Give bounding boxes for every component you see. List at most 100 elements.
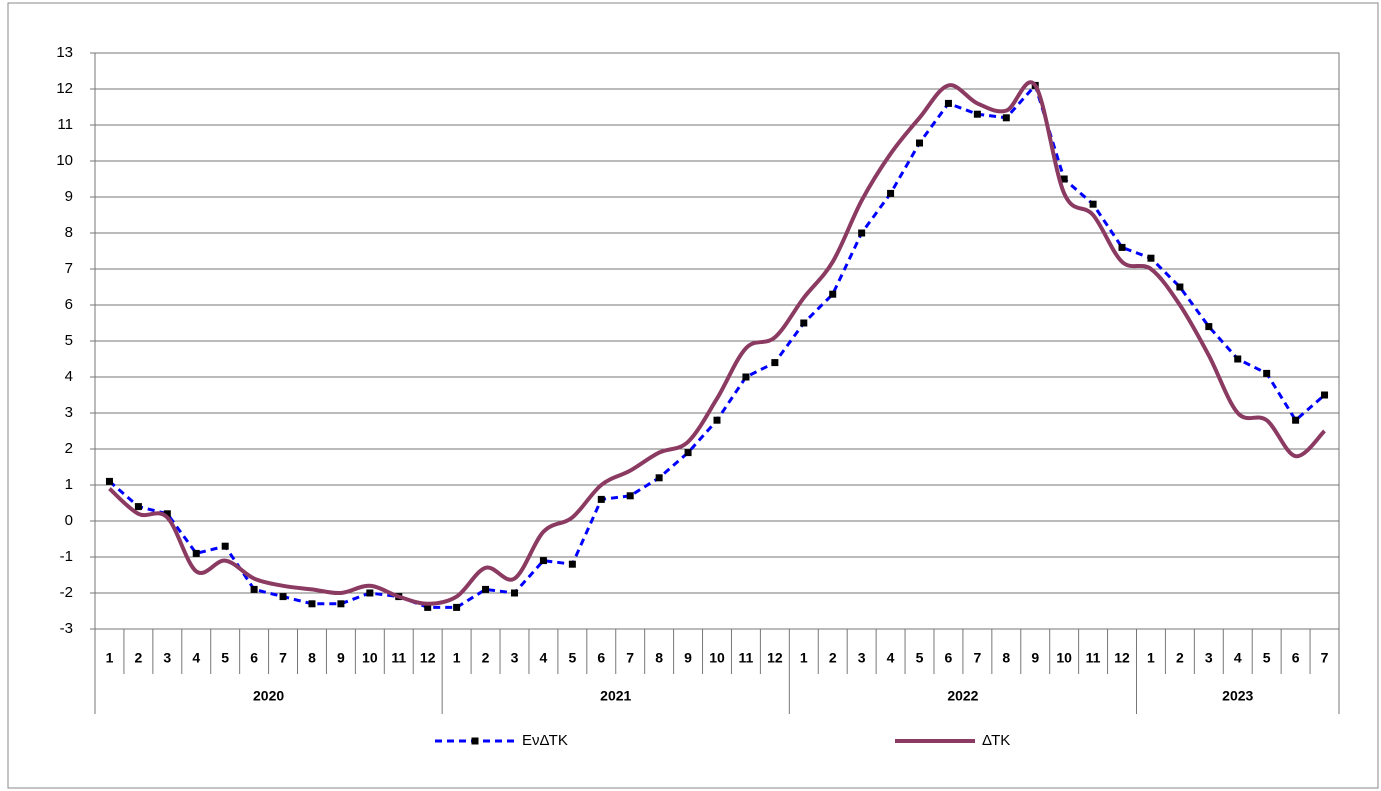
y-tick-label: 2 — [65, 440, 73, 457]
data-point — [453, 603, 461, 611]
data-point — [944, 99, 952, 107]
x-tick-label: 9 — [684, 650, 692, 666]
data-point — [1060, 175, 1068, 183]
data-point — [163, 510, 171, 518]
data-point — [1147, 254, 1155, 262]
x-tick-label: 11 — [391, 650, 406, 666]
data-point — [1089, 200, 1097, 208]
series-line — [108, 80, 1326, 606]
y-tick-label: 1 — [65, 476, 73, 493]
data-point — [250, 585, 258, 593]
data-point — [1321, 391, 1329, 399]
x-tick-label: 10 — [709, 650, 725, 666]
data-point — [655, 474, 663, 482]
data-point — [1118, 243, 1126, 251]
x-tick-label: 7 — [973, 650, 981, 666]
x-tick-label: 6 — [250, 650, 258, 666]
x-tick-label: 11 — [739, 650, 754, 666]
plot-border — [94, 52, 1340, 630]
data-point — [858, 229, 866, 237]
y-tick-label: -1 — [60, 548, 73, 565]
legend-marker — [471, 737, 479, 745]
x-tick-label: 8 — [655, 650, 663, 666]
data-point — [366, 589, 374, 597]
data-point — [684, 449, 692, 457]
data-point — [221, 542, 229, 550]
x-tick-label: 5 — [221, 650, 229, 666]
data-point — [279, 593, 287, 601]
x-tick-label: 10 — [1056, 650, 1072, 666]
data-point — [308, 600, 316, 608]
data-point — [482, 585, 490, 593]
y-tick-label: 6 — [65, 296, 73, 313]
legend-label: ΔΤΚ — [982, 732, 1010, 749]
data-point — [713, 416, 721, 424]
x-tick-label: 2 — [482, 650, 490, 666]
data-point — [105, 477, 113, 485]
y-tick-label: 12 — [56, 80, 73, 97]
x-tick-label: 4 — [192, 650, 200, 666]
y-tick-label: -2 — [60, 584, 73, 601]
x-tick-label: 1 — [800, 650, 808, 666]
data-point — [597, 495, 605, 503]
x-tick-label: 3 — [511, 650, 519, 666]
chart-border — [7, 2, 1379, 789]
x-tick-label: 12 — [420, 650, 436, 666]
x-tick-label: 1 — [106, 650, 114, 666]
x-tick-label: 8 — [1002, 650, 1010, 666]
x-tick-label: 9 — [337, 650, 345, 666]
y-tick-label: 5 — [65, 332, 73, 349]
data-point — [424, 603, 432, 611]
data-point — [800, 319, 808, 327]
x-tick-label: 4 — [540, 650, 548, 666]
data-point — [1002, 114, 1010, 122]
data-point — [1176, 283, 1184, 291]
y-tick-label: 10 — [56, 152, 73, 169]
y-tick-label: 4 — [65, 368, 73, 385]
x-tick-label: 6 — [945, 650, 953, 666]
x-tick-label: 2 — [134, 650, 142, 666]
data-point — [742, 373, 750, 381]
y-tick-label: 11 — [57, 116, 73, 133]
x-tick-label: 5 — [916, 650, 924, 666]
x-tick-label: 1 — [453, 650, 461, 666]
x-tick-label: 12 — [767, 650, 783, 666]
data-point — [973, 110, 981, 118]
x-tick-label: 5 — [1263, 650, 1271, 666]
x-tick-label: 2 — [1176, 650, 1184, 666]
data-point — [1292, 416, 1300, 424]
x-tick-label: 11 — [1086, 650, 1101, 666]
x-tick-label: 6 — [597, 650, 605, 666]
x-tick-label: 3 — [163, 650, 171, 666]
y-tick-label: 0 — [65, 512, 73, 529]
x-tick-label: 4 — [887, 650, 895, 666]
data-point — [1205, 323, 1213, 331]
x-tick-label: 12 — [1114, 650, 1130, 666]
data-point — [1263, 369, 1271, 377]
x-group-label: 2020 — [253, 688, 284, 704]
legend-label: ΕνΔΤΚ — [522, 732, 568, 749]
y-tick-label: 8 — [65, 224, 73, 241]
x-tick-label: 7 — [279, 650, 287, 666]
x-group-label: 2021 — [600, 688, 631, 704]
data-point — [539, 557, 547, 565]
x-tick-label: 3 — [858, 650, 866, 666]
data-point — [568, 560, 576, 568]
x-tick-label: 2 — [829, 650, 837, 666]
y-tick-label: 7 — [65, 260, 73, 277]
x-tick-label: 5 — [568, 650, 576, 666]
data-point — [829, 290, 837, 298]
data-point — [337, 600, 345, 608]
x-tick-label: 7 — [626, 650, 634, 666]
data-point — [916, 139, 924, 147]
x-tick-label: 8 — [308, 650, 316, 666]
x-group-label: 2023 — [1222, 688, 1253, 704]
x-tick-label: 9 — [1031, 650, 1039, 666]
y-tick-label: 13 — [56, 44, 73, 61]
data-point — [1234, 355, 1242, 363]
x-tick-label: 7 — [1321, 650, 1329, 666]
x-tick-label: 4 — [1234, 650, 1242, 666]
data-point — [771, 359, 779, 367]
data-point — [887, 189, 895, 197]
